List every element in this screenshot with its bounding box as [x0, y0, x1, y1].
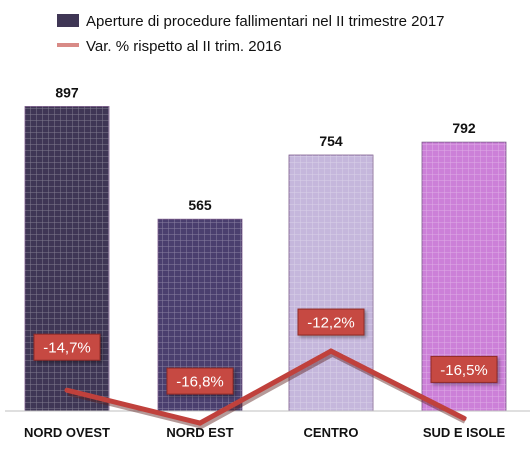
legend-swatch-bars — [57, 14, 79, 27]
category-label-sud-e-isole: SUD E ISOLE — [423, 425, 506, 440]
variation-line — [66, 348, 466, 426]
variation-label-text: -16,8% — [176, 374, 224, 391]
variation-labels: -14,7% -16,8% -12,2% -16,5% — [33, 308, 498, 395]
category-label-centro: CENTRO — [304, 425, 359, 440]
variation-point-centro — [328, 348, 334, 354]
variation-label-nord-ovest: -14,7% — [33, 333, 101, 361]
legend-label-bars: Aperture di procedure fallimentari nel I… — [86, 13, 445, 30]
variation-label-centro: -12,2% — [297, 308, 365, 336]
bar-value-label-nord-ovest: 897 — [55, 84, 79, 100]
variation-label-text: -14,7% — [43, 340, 91, 357]
variation-point-nord-est — [197, 420, 203, 426]
variation-point-sud-e-isole — [461, 415, 467, 421]
category-label-nord-est: NORD EST — [166, 425, 233, 440]
bar-value-label-nord-est: 565 — [188, 197, 212, 213]
variation-label-box — [166, 367, 234, 395]
legend-label-line: Var. % rispetto al II trim. 2016 — [86, 38, 282, 55]
variation-label-text: -16,5% — [440, 362, 488, 379]
legend: Aperture di procedure fallimentari nel I… — [57, 13, 445, 55]
variation-label-box — [430, 355, 498, 383]
variation-label-sud-e-isole: -16,5% — [430, 355, 498, 383]
variation-label-box — [297, 308, 365, 336]
variation-label-box — [33, 333, 101, 361]
variation-label-nord-est: -16,8% — [166, 367, 234, 395]
category-labels: NORD OVEST NORD EST CENTRO SUD E ISOLE — [24, 425, 505, 440]
category-label-nord-ovest: NORD OVEST — [24, 425, 110, 440]
variation-label-text: -12,2% — [307, 315, 355, 332]
variation-point-nord-ovest — [64, 387, 70, 393]
bar-value-label-centro: 754 — [319, 133, 343, 149]
bar-value-labels: 897 565 754 792 — [55, 84, 476, 213]
variation-line-group — [64, 348, 468, 429]
bar-value-label-sud-e-isole: 792 — [452, 120, 476, 136]
bar-texture-nord-ovest — [25, 106, 109, 411]
